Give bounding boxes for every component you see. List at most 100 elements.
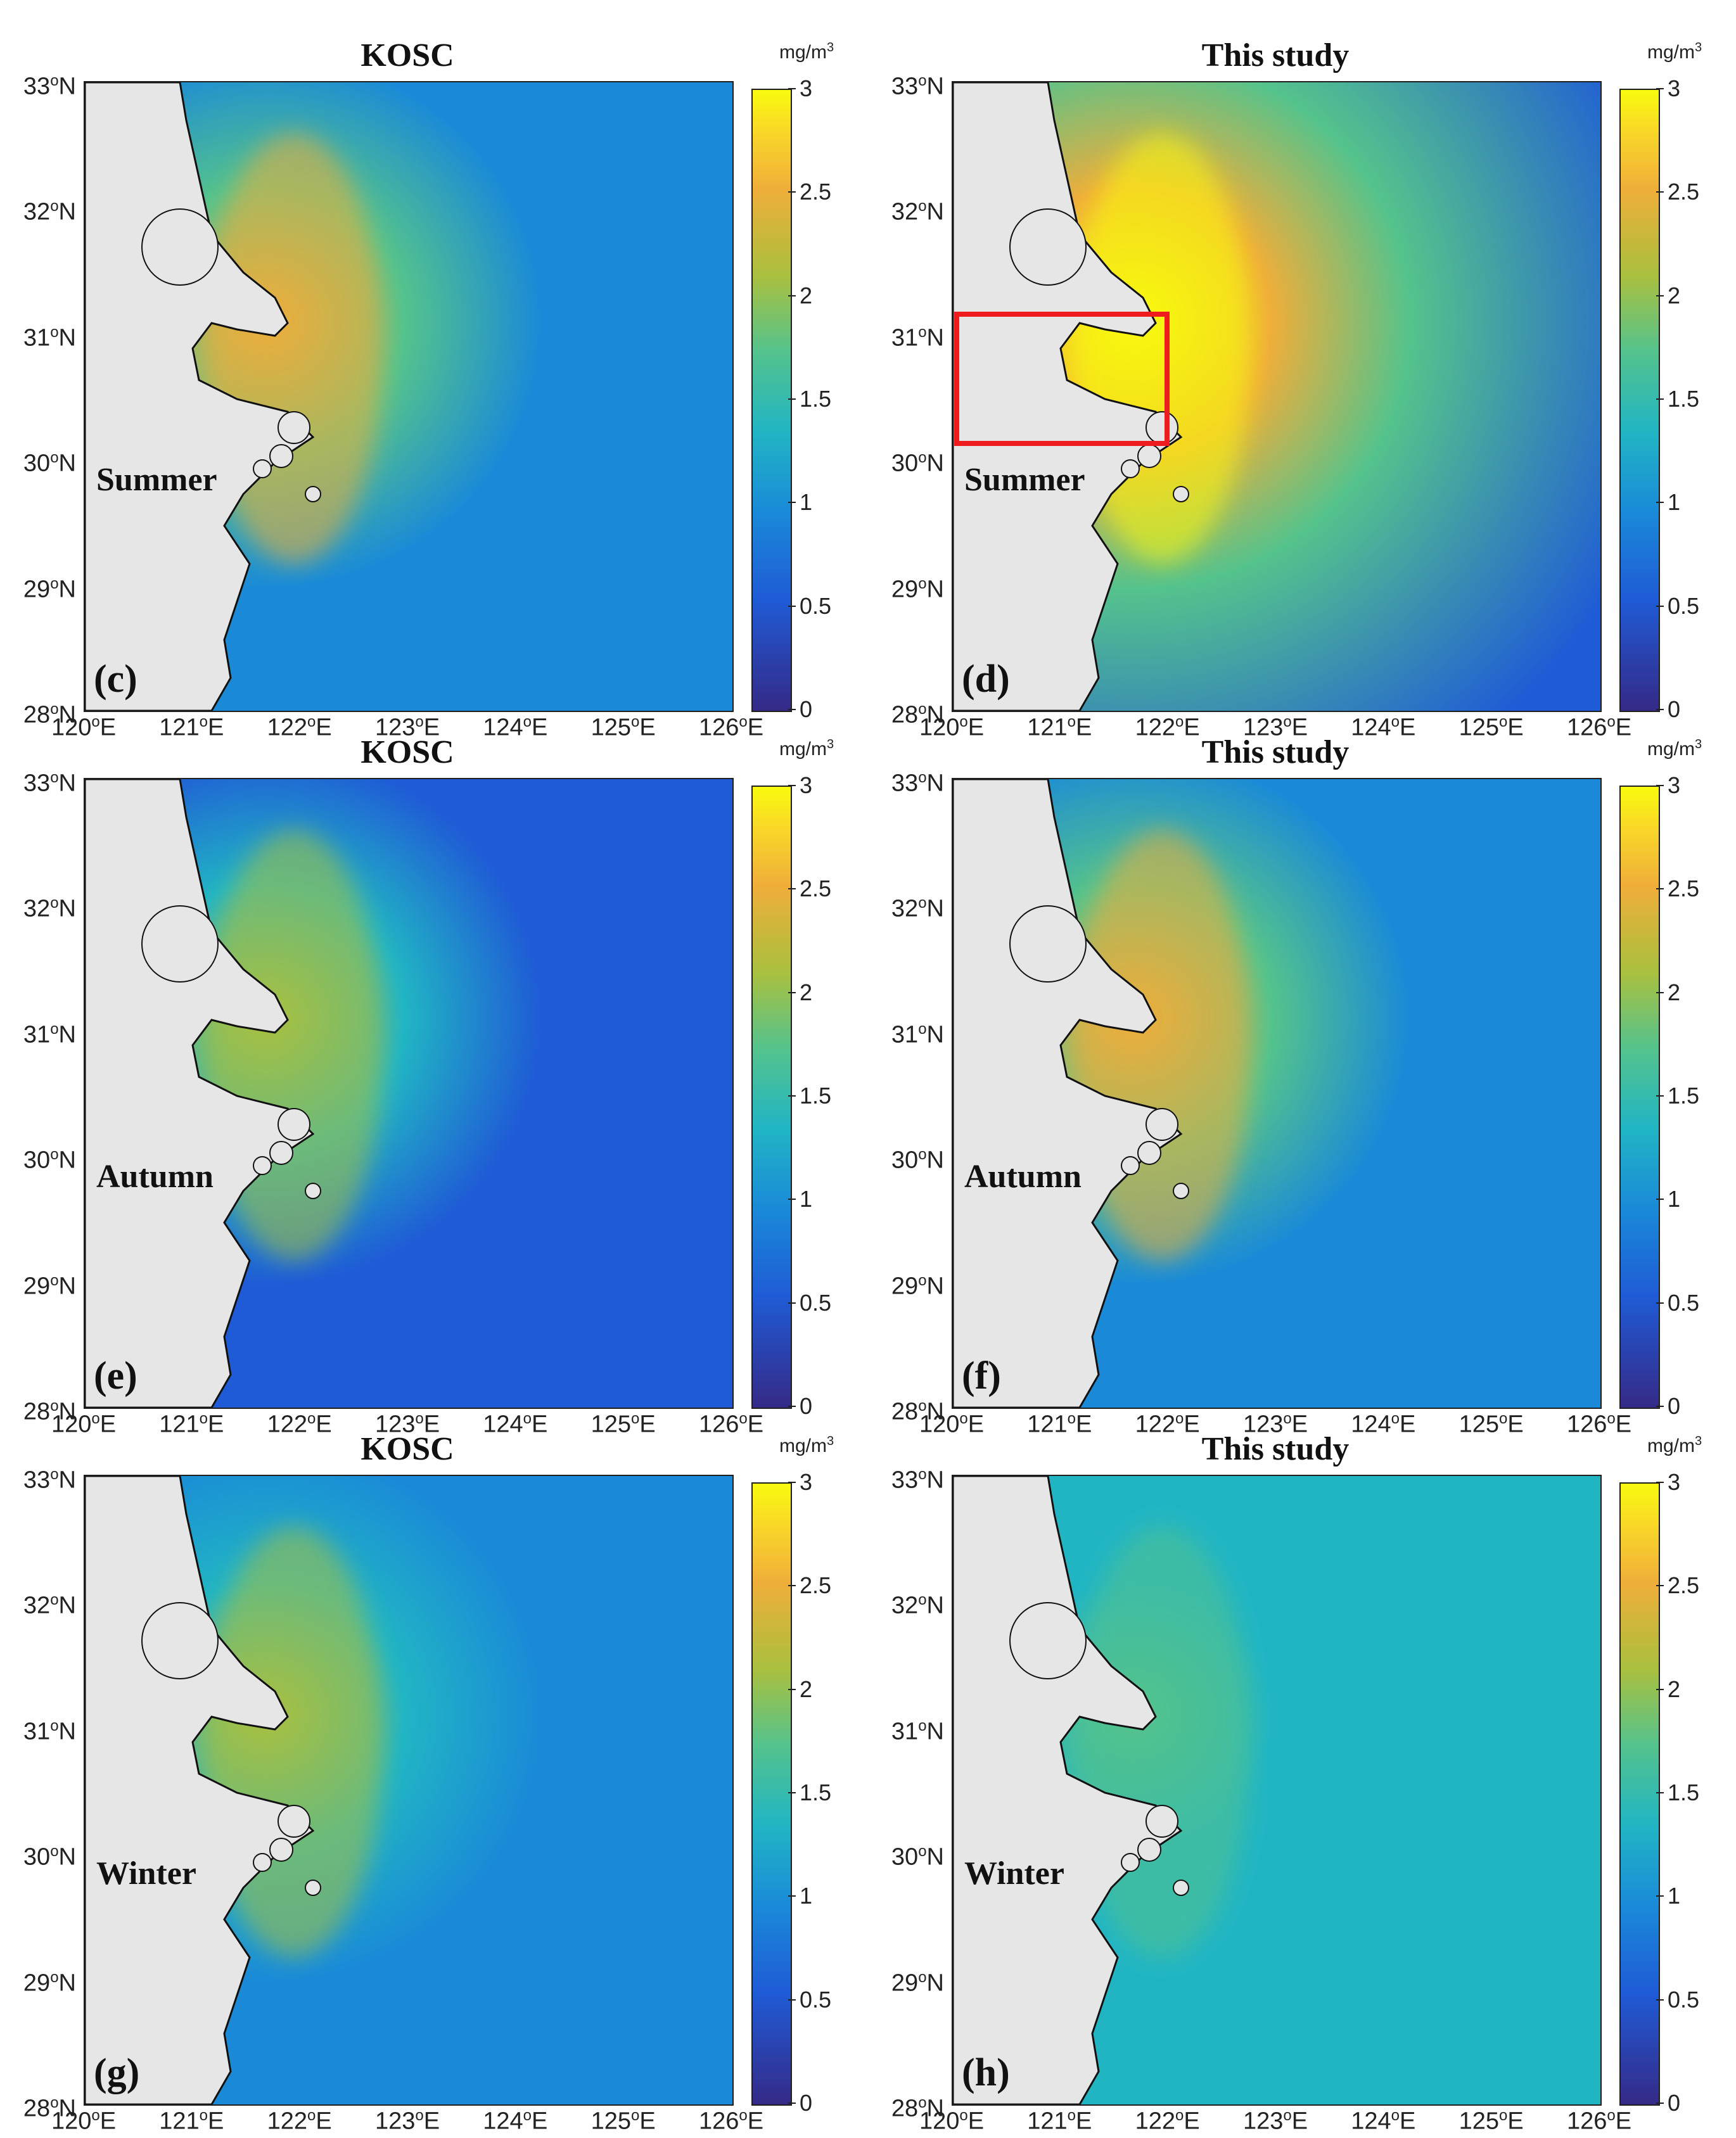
latitude-tick-label: 30oN [891,1843,944,1871]
longitude-tick-label: 124oE [483,1410,548,1438]
colorbar-tick-label: 0 [1656,696,1681,722]
colorbar-tick-label: 0.5 [1656,1986,1700,2013]
region-of-interest-box [954,312,1170,446]
map-panel-d: This study mg/m3 Summer (d) 33oN 32oN 31oN 3… [868,25,1736,741]
latitude-tick-label: 33oN [891,72,944,100]
latitude-tick-label: 31oN [891,323,944,352]
panel-letter: (e) [94,1354,137,1397]
colorbar-unit: mg/m3 [779,737,834,760]
longitude-tick-label: 125oE [1458,713,1524,741]
longitude-tick-label: 126oE [698,2107,764,2135]
island [1009,905,1087,983]
island [269,444,293,468]
island [1173,486,1189,502]
map-area: Winter (h) [952,1475,1602,2106]
colorbar [1619,89,1660,712]
longitude-tick-label: 121oE [159,1410,224,1438]
island [1121,1156,1140,1175]
colorbar-tick-label: 2 [788,282,813,309]
colorbar [751,1482,792,2106]
colorbar-tick-label: 2.5 [788,875,832,902]
panel-title: KOSC [361,37,454,73]
panel-title: KOSC [361,734,454,770]
island [1173,1183,1189,1199]
longitude-tick-label: 125oE [590,1410,656,1438]
longitude-tick-label: 123oE [1242,1410,1308,1438]
longitude-tick-label: 125oE [1458,2107,1524,2135]
latitude-tick-label: 33oN [23,72,76,100]
colorbar-tick-label: 2.5 [788,179,832,205]
island [305,486,321,502]
longitude-tick-label: 126oE [1566,2107,1632,2135]
panel-title: This study [1201,734,1350,770]
longitude-tick-label: 125oE [590,713,656,741]
latitude-tick-label: 30oN [891,1146,944,1174]
island [1146,1108,1178,1141]
colorbar-tick-label: 1 [788,489,813,516]
colorbar-tick-label: 2.5 [1656,1572,1700,1599]
colorbar [1619,786,1660,1409]
island [278,411,310,444]
island [253,459,272,478]
latitude-tick-label: 28oN [23,701,76,729]
colorbar-tick-label: 0 [788,2090,813,2116]
longitude-tick-label: 124oE [1351,1410,1416,1438]
island [1121,1853,1140,1872]
colorbar-unit: mg/m3 [779,41,834,63]
map-area: Winter (g) [84,1475,734,2106]
panel-letter: (f) [962,1354,1001,1397]
colorbar-tick-label: 0.5 [788,592,832,619]
longitude-tick-label: 124oE [1351,2107,1416,2135]
colorbar-unit: mg/m3 [779,1434,834,1456]
colorbar-tick-label: 3 [1656,75,1681,101]
colorbar-tick-label: 1 [788,1883,813,1909]
latitude-tick-label: 28oN [891,2094,944,2122]
island [1137,1141,1161,1165]
colorbar-tick-label: 0.5 [788,1986,832,2013]
latitude-tick-label: 30oN [23,1146,76,1174]
longitude-tick-label: 120oE [919,1410,985,1438]
colorbar-tick-label: 0 [788,696,813,722]
latitude-tick-label: 31oN [891,1020,944,1048]
colorbar-tick-label: 2 [1656,979,1681,1005]
colorbar-unit: mg/m3 [1647,737,1702,760]
longitude-tick-label: 120oE [51,2107,117,2135]
latitude-tick-label: 30oN [891,449,944,477]
colorbar-tick-label: 1.5 [788,386,832,412]
island [141,208,219,286]
latitude-tick-label: 32oN [891,894,944,923]
island [305,1183,321,1199]
latitude-tick-label: 33oN [891,1466,944,1494]
longitude-tick-label: 126oE [1566,713,1632,741]
island [269,1838,293,1862]
colorbar-tick-label: 2 [1656,1676,1681,1702]
colorbar-tick-label: 1 [788,1186,813,1212]
latitude-tick-label: 33oN [891,769,944,797]
island [1009,208,1087,286]
latitude-tick-label: 28oN [891,1397,944,1425]
latitude-tick-label: 32oN [891,198,944,226]
longitude-tick-label: 122oE [1135,713,1200,741]
longitude-tick-label: 126oE [1566,1410,1632,1438]
island [1009,1602,1087,1679]
island [278,1108,310,1141]
longitude-tick-label: 122oE [1135,1410,1200,1438]
longitude-tick-label: 123oE [374,2107,440,2135]
map-panel-h: This study mg/m3 Winter (h) 33oN 32oN 31oN 3… [868,1419,1736,2134]
colorbar-tick-label: 1 [1656,1883,1681,1909]
island [1137,444,1161,468]
longitude-tick-label: 126oE [698,1410,764,1438]
colorbar-tick-label: 1 [1656,489,1681,516]
season-label: Winter [96,1855,196,1892]
latitude-tick-label: 28oN [891,701,944,729]
longitude-tick-label: 122oE [267,713,332,741]
island [1173,1880,1189,1896]
colorbar-tick-label: 2.5 [788,1572,832,1599]
longitude-tick-label: 121oE [159,2107,224,2135]
longitude-tick-label: 120oE [919,2107,985,2135]
colorbar-tick-label: 0 [788,1393,813,1419]
longitude-tick-label: 122oE [267,2107,332,2135]
latitude-tick-label: 29oN [23,1968,76,1997]
colorbar-tick-label: 1.5 [788,1779,832,1805]
island [141,1602,219,1679]
